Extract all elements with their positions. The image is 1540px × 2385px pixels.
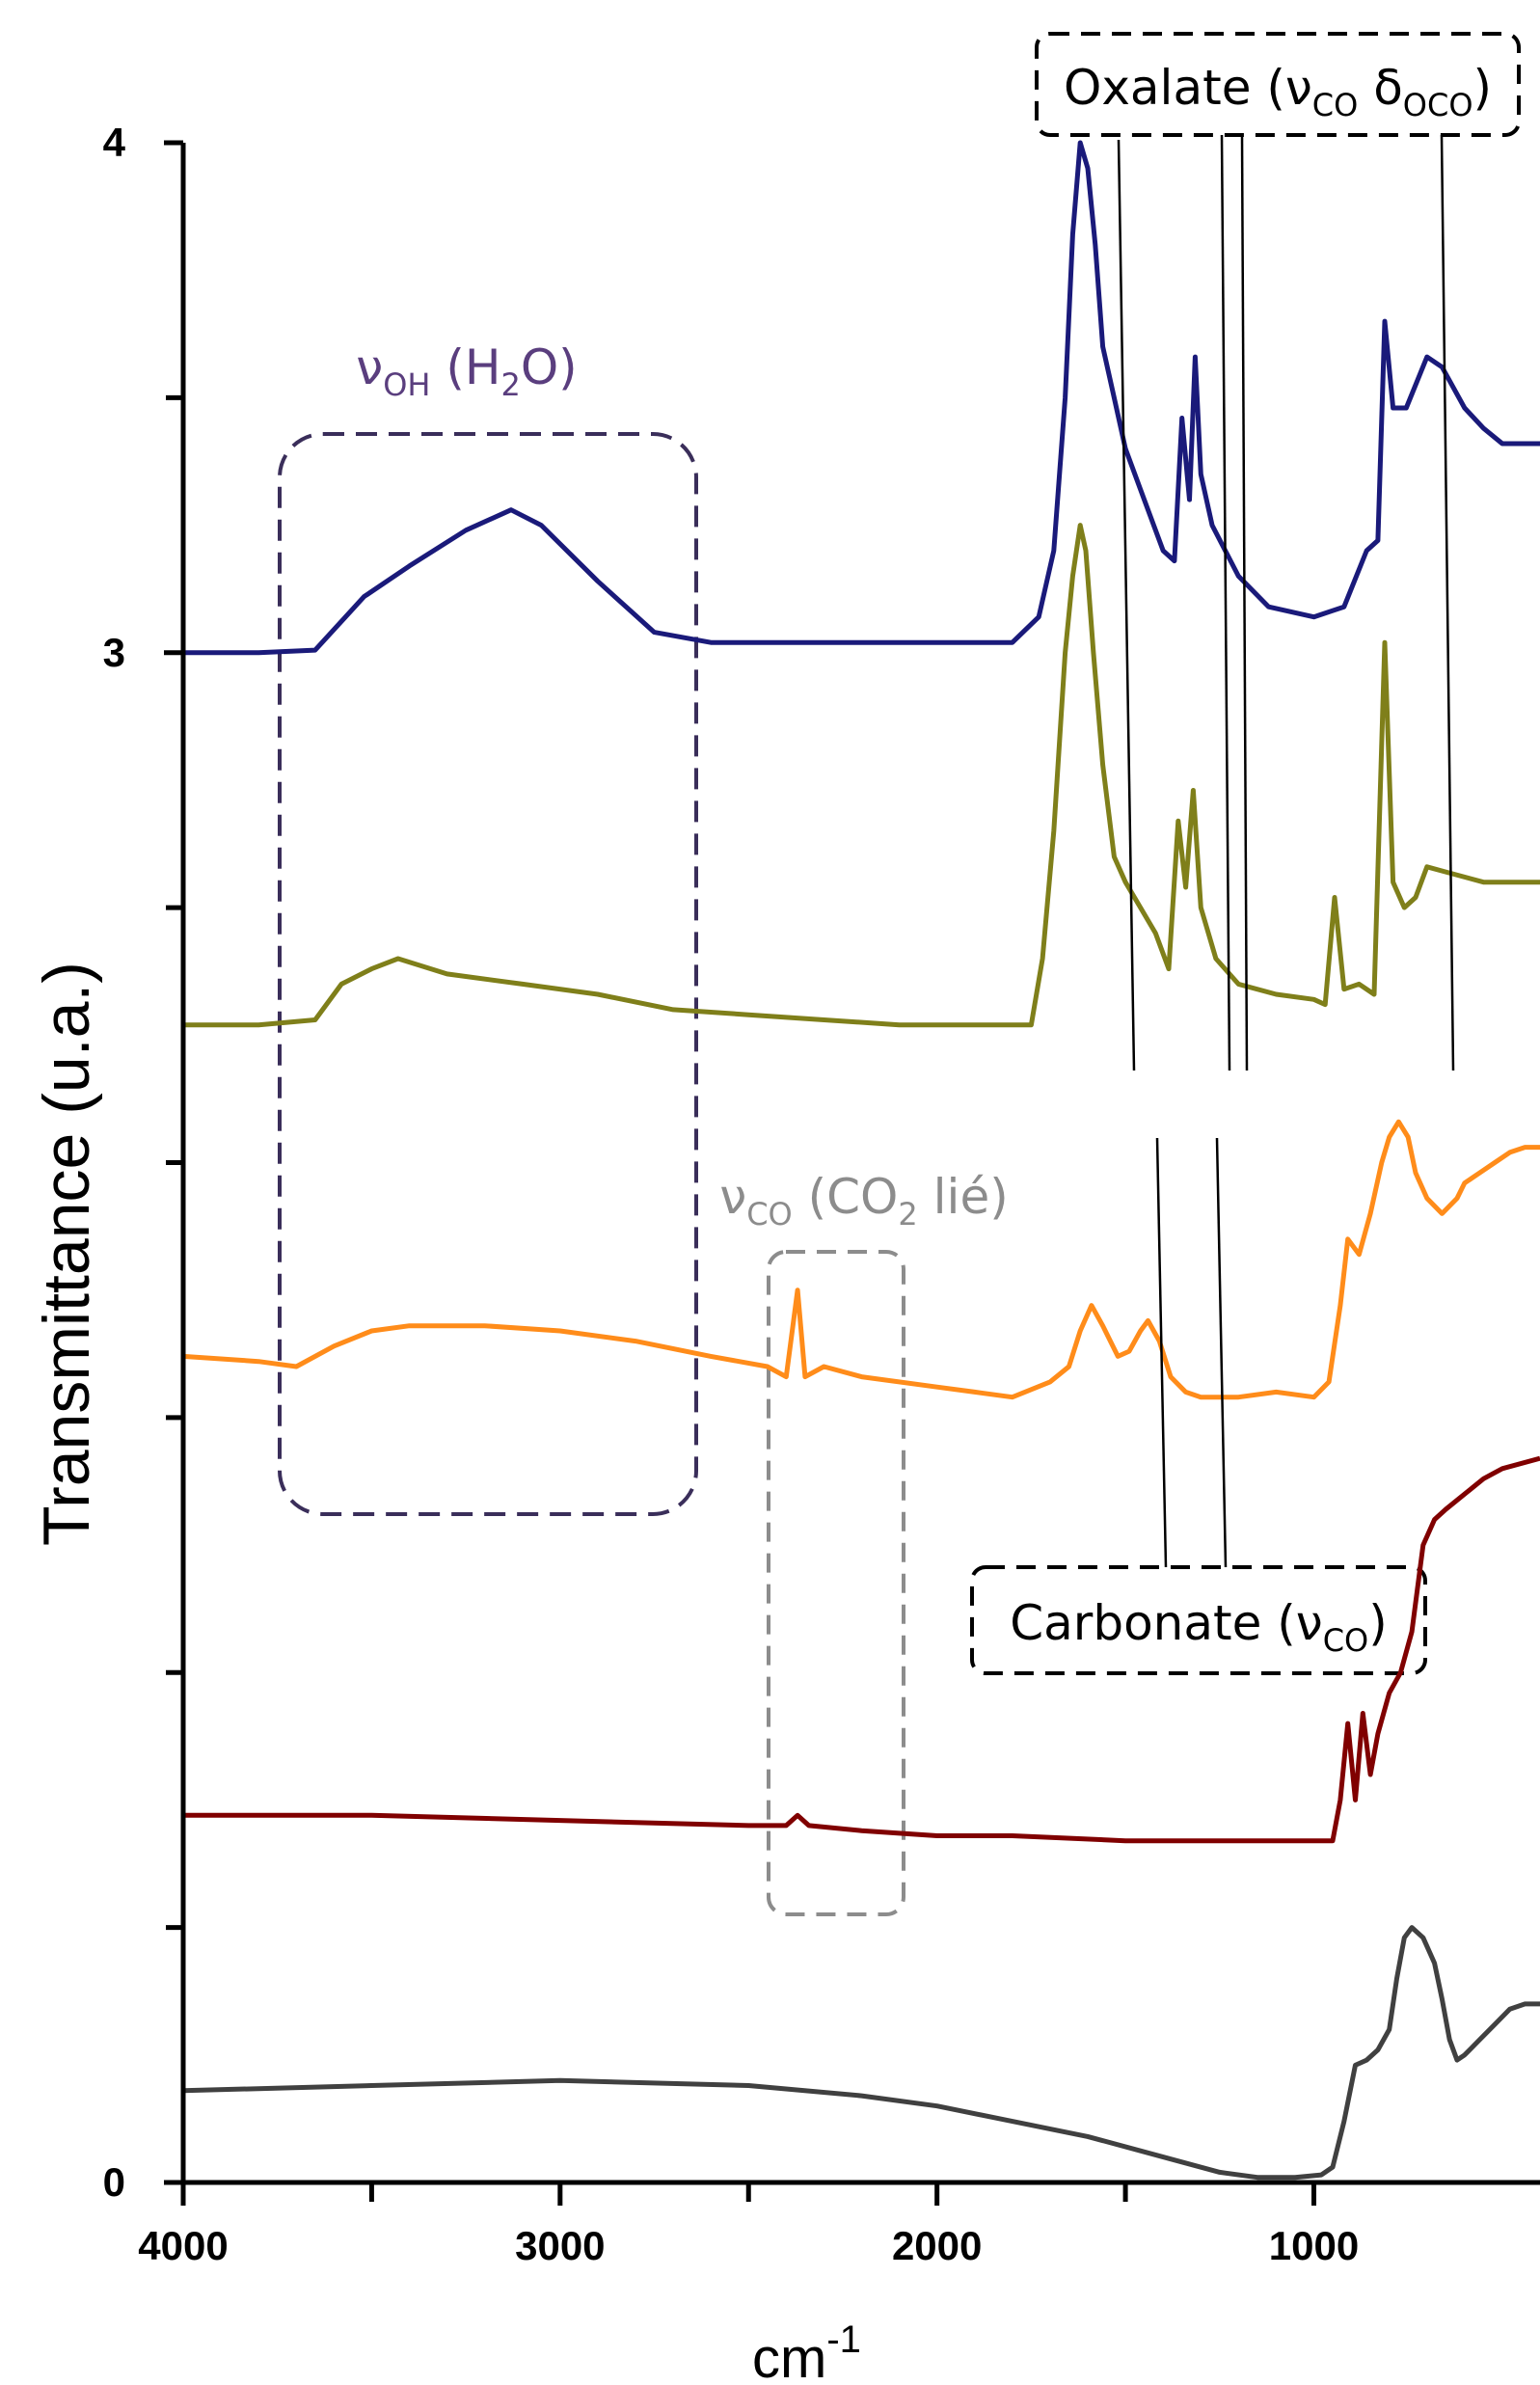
oxalate-box — [1035, 32, 1521, 137]
carbonate-box — [970, 1565, 1427, 1675]
label-subscript: CO — [746, 1196, 793, 1233]
annotation-texts: Oxalate (νCO δOCO)νOH (H2O)νCO (CO2 lié)… — [356, 60, 1492, 1659]
x-axis-label-base: cm — [752, 2327, 826, 2385]
voh-label: νOH (H2O) — [356, 339, 577, 403]
series-line-3 — [182, 1119, 1540, 1400]
carbonate-label: Carbonate (νCO) — [1010, 1595, 1388, 1659]
y-tick-label: 3 — [103, 630, 125, 675]
x-tick-label: 4000 — [138, 2223, 228, 2268]
y-tick-label: 4 — [103, 120, 126, 165]
voh-box — [278, 432, 698, 1516]
label-text: ν — [719, 1169, 746, 1225]
peak-guide-lines — [1117, 134, 1455, 1568]
label-text: lié) — [918, 1169, 1009, 1225]
label-subscript: OCO — [1403, 87, 1473, 123]
series-line-2 — [183, 523, 1540, 1028]
label-text: (CO — [793, 1169, 899, 1225]
label-subscript: OH — [383, 366, 430, 403]
x-axis-label: cm-1 — [752, 2318, 861, 2385]
oxalate-guide-4 — [1440, 134, 1455, 1071]
label-text: Carbonate (ν — [1010, 1595, 1322, 1651]
x-tick-label: 1000 — [1269, 2223, 1359, 2268]
x-tick-label: 2000 — [892, 2223, 982, 2268]
oxalate-guide-1 — [1117, 139, 1136, 1071]
label-text: ) — [1473, 60, 1493, 116]
carbonate-guide-2 — [1215, 1137, 1228, 1568]
carbonate-guide-1 — [1155, 1137, 1168, 1568]
series-line-1 — [183, 140, 1540, 656]
axes: 4000 3000 2000 1000 0 3 4 — [103, 120, 1540, 2268]
vco-box — [767, 1250, 905, 1916]
label-subscript: 2 — [898, 1196, 917, 1233]
x-tick-label: 3000 — [515, 2223, 605, 2268]
y-axis-label: Transmittance (u.a.) — [30, 962, 103, 1546]
label-subscript: 2 — [500, 366, 520, 403]
annotation-boxes — [278, 32, 1521, 1916]
series-layer — [182, 140, 1540, 2181]
series-line-5 — [182, 1925, 1540, 2181]
label-text: O) — [521, 339, 578, 395]
label-text: (H — [430, 339, 500, 395]
series-line-4 — [183, 1455, 1540, 1844]
label-text: ν — [356, 339, 383, 395]
label-text: ) — [1368, 1595, 1388, 1651]
oxalate-label: Oxalate (νCO δOCO) — [1064, 60, 1492, 123]
label-text: δ — [1358, 60, 1402, 116]
y-tick-label: 0 — [103, 2159, 125, 2205]
ticks: 4000 3000 2000 1000 0 3 4 — [103, 120, 1360, 2268]
oxalate-guide-2 — [1220, 134, 1231, 1071]
label-subscript: CO — [1312, 87, 1359, 123]
x-axis-label-sup: -1 — [826, 2318, 861, 2361]
label-text: Oxalate (ν — [1064, 60, 1312, 116]
vco-label: νCO (CO2 lié) — [719, 1169, 1008, 1233]
label-subscript: CO — [1323, 1622, 1369, 1659]
oxalate-guide-3 — [1240, 134, 1249, 1071]
